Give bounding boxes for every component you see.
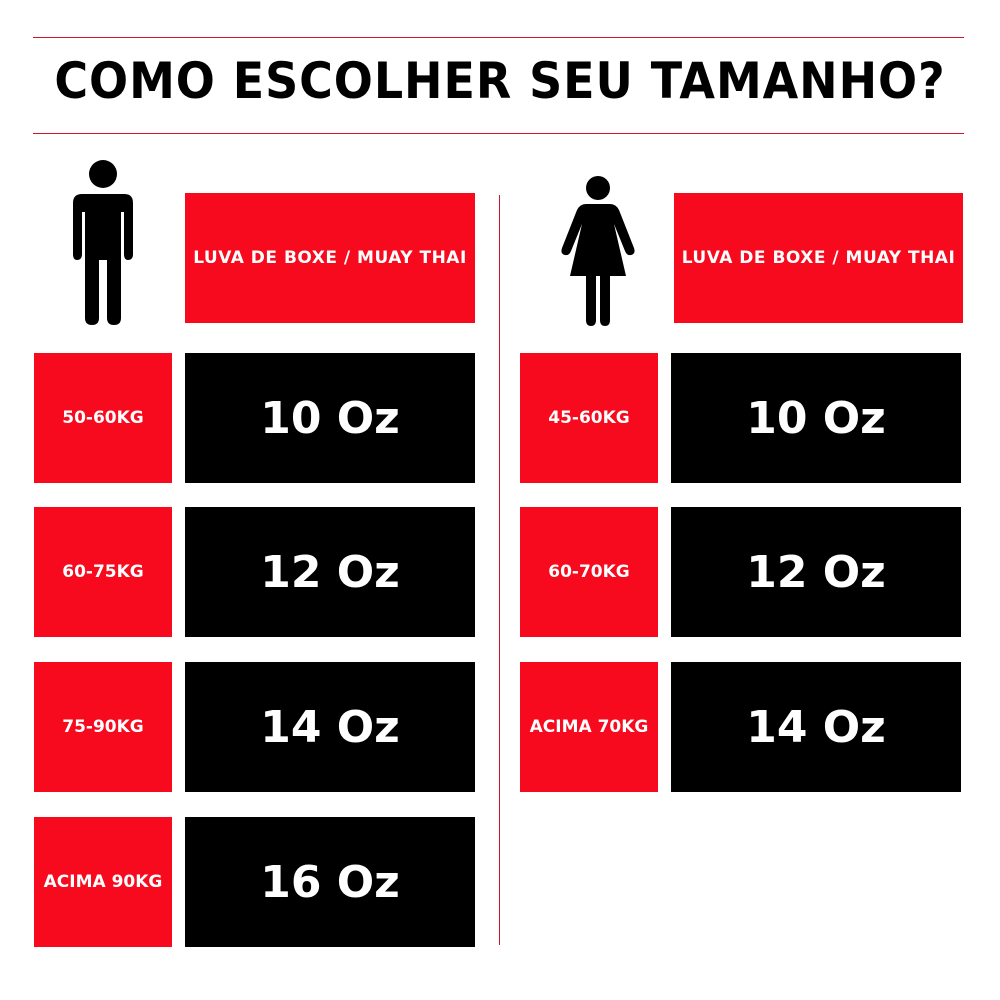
men-weight-label: ACIMA 90KG: [34, 817, 172, 947]
women-size-value: 12 Oz: [671, 507, 961, 637]
men-weight-label: 50-60KG: [34, 353, 172, 483]
women-size-value: 14 Oz: [671, 662, 961, 792]
page-title: COMO ESCOLHER SEU TAMANHO?: [54, 52, 946, 110]
men-size-value: 12 Oz: [185, 507, 475, 637]
men-size-value: 16 Oz: [185, 817, 475, 947]
men-size-value: 14 Oz: [185, 662, 475, 792]
women-weight-label: ACIMA 70KG: [520, 662, 658, 792]
women-weight-label: 60-70KG: [520, 507, 658, 637]
women-size-value: 10 Oz: [671, 353, 961, 483]
female-figure-icon: [561, 176, 635, 326]
male-figure-icon: [73, 160, 133, 325]
women-header: LUVA DE BOXE / MUAY THAI: [674, 193, 963, 323]
men-size-value: 10 Oz: [185, 353, 475, 483]
column-divider: [499, 195, 500, 945]
women-weight-label: 45-60KG: [520, 353, 658, 483]
top-divider: [33, 37, 964, 38]
men-weight-label: 60-75KG: [34, 507, 172, 637]
title-divider: [33, 133, 964, 134]
men-header: LUVA DE BOXE / MUAY THAI: [185, 193, 475, 323]
men-weight-label: 75-90KG: [34, 662, 172, 792]
